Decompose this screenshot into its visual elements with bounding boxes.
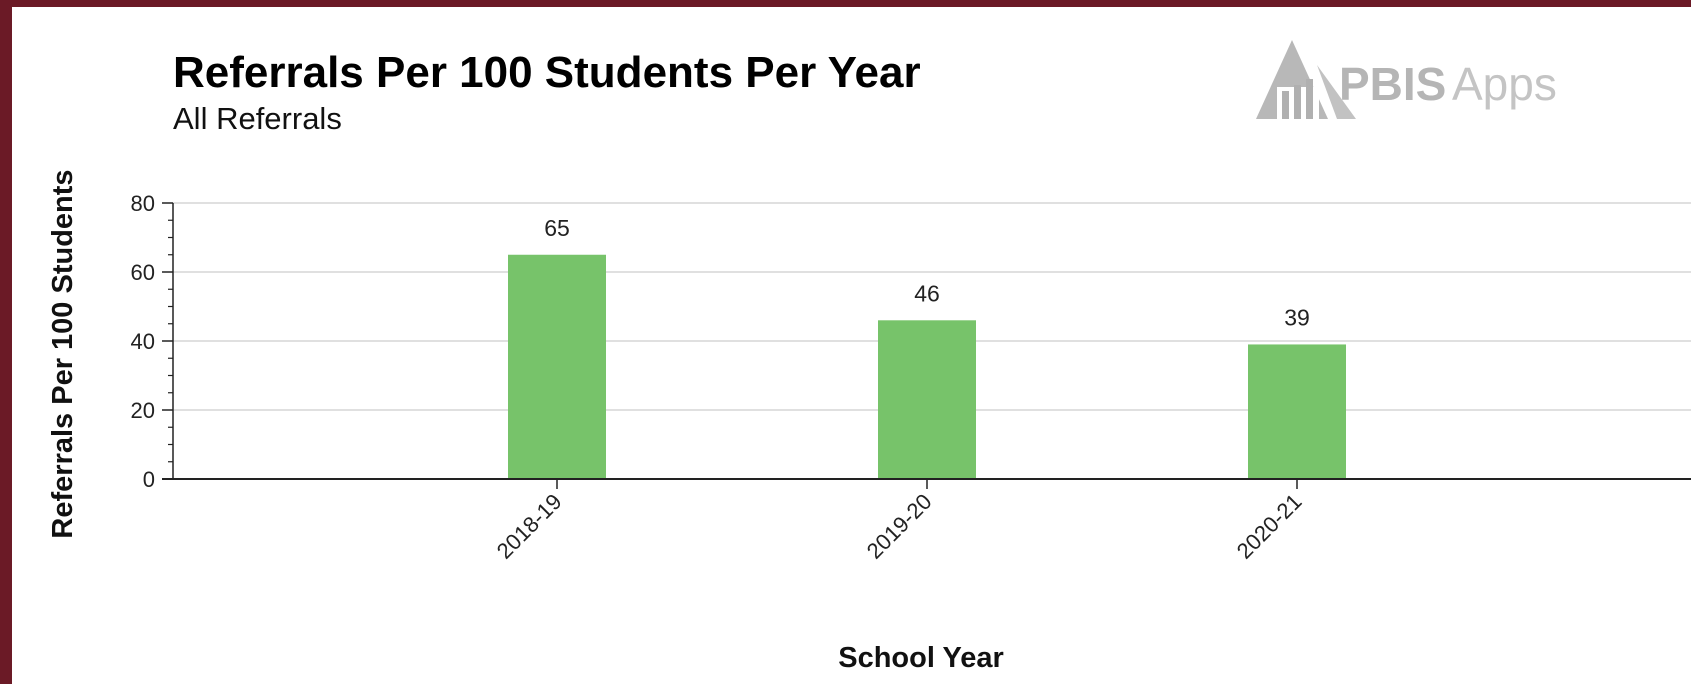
logo-mark-icon [1256,40,1356,119]
bar-value-label: 39 [1284,304,1310,330]
logo-text-light: Apps [1452,58,1557,110]
y-tick-label: 20 [131,398,155,423]
y-tick-label: 40 [131,329,155,354]
x-tick-label: 2018-19 [492,489,567,564]
x-tick-label: 2019-20 [862,489,937,564]
bar [878,320,976,479]
pbisapps-logo: PBIS Apps [1256,40,1557,119]
bar [508,254,606,479]
chart-svg: Referrals Per 100 Students Per Year All … [47,40,1691,674]
y-axis-title: Referrals Per 100 Students [47,169,79,538]
x-tick-label: 2020-21 [1232,489,1307,564]
y-tick-label: 80 [131,191,155,216]
chart-subtitle: All Referrals [173,101,342,136]
bar-value-label: 65 [544,215,570,241]
bars: 65 46 39 [508,215,1346,479]
bar [1248,344,1346,479]
y-tick-label: 60 [131,260,155,285]
chart-title: Referrals Per 100 Students Per Year [173,48,921,97]
y-tick-label: 0 [143,467,155,492]
chart-frame: Referrals Per 100 Students Per Year All … [12,7,1691,684]
logo-text-bold: PBIS [1339,58,1446,110]
x-axis-title: School Year [838,642,1004,674]
bar-value-label: 46 [914,280,940,306]
